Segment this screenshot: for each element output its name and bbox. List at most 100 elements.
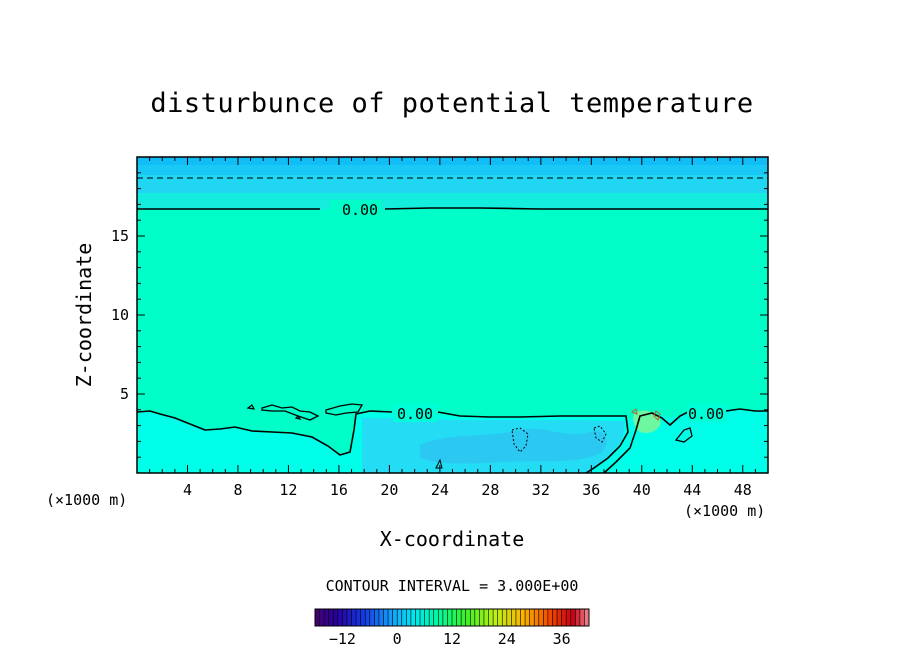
colorbar-cell — [397, 609, 403, 626]
colorbar-cell — [401, 609, 407, 626]
colorbar-cell — [502, 609, 508, 626]
colorbar-cell — [324, 609, 329, 626]
contour-lower — [137, 410, 393, 456]
contour-lower-4 — [725, 408, 768, 412]
x-tick-label: 44 — [683, 481, 701, 499]
colorbar-cell — [374, 609, 380, 626]
colorbar-cell — [529, 609, 535, 626]
x-tick-label: 36 — [582, 481, 600, 499]
colorbar-cell — [547, 609, 553, 626]
colorbar-cell — [392, 609, 398, 626]
colorbar-cell — [493, 609, 498, 626]
colorbar-cell — [561, 609, 567, 626]
x-tick-label: 16 — [330, 481, 348, 499]
colorbar-cell — [456, 609, 462, 626]
colorbar-tick-label: 36 — [553, 630, 571, 648]
colorbar-cell — [351, 609, 357, 626]
contour-neg-1 — [511, 427, 529, 453]
contour-interval-text: CONTOUR INTERVAL = 3.000E+00 — [326, 577, 579, 595]
contour-lower-2 — [437, 411, 629, 473]
colorbar-cell — [497, 609, 503, 626]
colorbar-cell — [575, 609, 581, 626]
x-unit-label: (×1000 m) — [684, 502, 765, 520]
field-top-band-4 — [137, 193, 768, 209]
contour-lower-3 — [603, 410, 691, 473]
field-top-band-2 — [137, 165, 768, 175]
colorbar-cell — [579, 609, 585, 626]
colorbar-cell — [433, 609, 439, 626]
colorbar-cell — [511, 609, 517, 626]
colorbar-cell — [543, 609, 549, 626]
x-tick-label: 40 — [633, 481, 651, 499]
colorbar-labels: −12 0 12 24 36 — [329, 630, 571, 648]
colorbar-cell — [388, 609, 393, 626]
colorbar-cell — [342, 609, 348, 626]
contour-neg-3 — [435, 458, 443, 469]
colorbar-cell — [515, 609, 521, 626]
contour-label-upper: 0.00 — [342, 201, 378, 219]
colorbar-cell — [584, 609, 590, 626]
colorbar-tick-label: 12 — [443, 630, 461, 648]
colorbar-cell — [442, 609, 448, 626]
colorbar-cell — [520, 609, 526, 626]
colorbar-cell — [360, 609, 366, 626]
x-tick-label: 20 — [380, 481, 398, 499]
colorbar-cell — [438, 609, 444, 626]
colorbar-cell — [420, 609, 425, 626]
colorbar-cell — [365, 609, 371, 626]
colorbar-cell — [315, 609, 320, 626]
x-axis-ticks: 4 8 12 16 20 24 28 32 36 40 44 48 — [149, 157, 756, 499]
colorbar-cell — [415, 609, 421, 626]
colorbar-cell — [557, 609, 562, 626]
field-top-band-3 — [137, 175, 768, 193]
colorbar-cell — [552, 609, 558, 626]
colorbar-cell — [333, 609, 339, 626]
y-tick-label: 10 — [111, 306, 129, 324]
colorbar-cell — [356, 609, 361, 626]
plot-area — [137, 157, 768, 473]
colorbar-frame — [314, 608, 590, 627]
colorbar-cell — [479, 609, 485, 626]
colorbar-cell — [525, 609, 530, 626]
contour-label-lower-1: 0.00 — [397, 405, 433, 423]
colorbar-cell — [369, 609, 375, 626]
colorbar-tick-label: 24 — [498, 630, 516, 648]
contour-neg-2 — [593, 425, 607, 443]
colorbar-cell — [346, 609, 352, 626]
colorbar-tick-label: 0 — [393, 630, 402, 648]
colorbar-cell — [506, 609, 512, 626]
x-tick-label: 12 — [279, 481, 297, 499]
contour-upper — [137, 207, 768, 210]
contour-label-bg-2 — [393, 404, 437, 422]
colorbar-cell — [566, 609, 572, 626]
x-tick-label: 4 — [183, 481, 192, 499]
contour-island-2 — [325, 403, 364, 416]
colorbar-cell — [461, 609, 466, 626]
colorbar-cell — [337, 609, 343, 626]
colorbar-cell — [570, 609, 576, 626]
contour-label-bg-3 — [687, 404, 726, 422]
x-tick-label: 24 — [431, 481, 449, 499]
x-tick-label: 28 — [481, 481, 499, 499]
z-unit-label: (×1000 m) — [46, 491, 127, 509]
colorbar-cell — [538, 609, 544, 626]
y-axis-title: Z-coordinate — [72, 243, 96, 388]
contour-island-4 — [246, 404, 302, 420]
contour-island-3 — [674, 427, 693, 443]
colorbar-cell — [328, 609, 334, 626]
chart-title: disturbunce of potential temperature — [150, 88, 753, 119]
colorbar-cell — [452, 609, 457, 626]
contour-label-bg-1 — [330, 200, 382, 218]
x-axis-title: X-coordinate — [380, 527, 525, 551]
x-tick-label: 8 — [233, 481, 242, 499]
contour-warm — [630, 408, 661, 421]
x-tick-label: 48 — [734, 481, 752, 499]
colorbar-cell — [465, 609, 471, 626]
colorbar-cell — [474, 609, 480, 626]
y-tick-label: 5 — [120, 385, 129, 403]
colorbar-cell — [424, 609, 430, 626]
colorbar-cell — [383, 609, 389, 626]
colorbar-cell — [470, 609, 476, 626]
contour-island-1 — [261, 404, 320, 421]
contour-label-lower-2: 0.00 — [688, 405, 724, 423]
